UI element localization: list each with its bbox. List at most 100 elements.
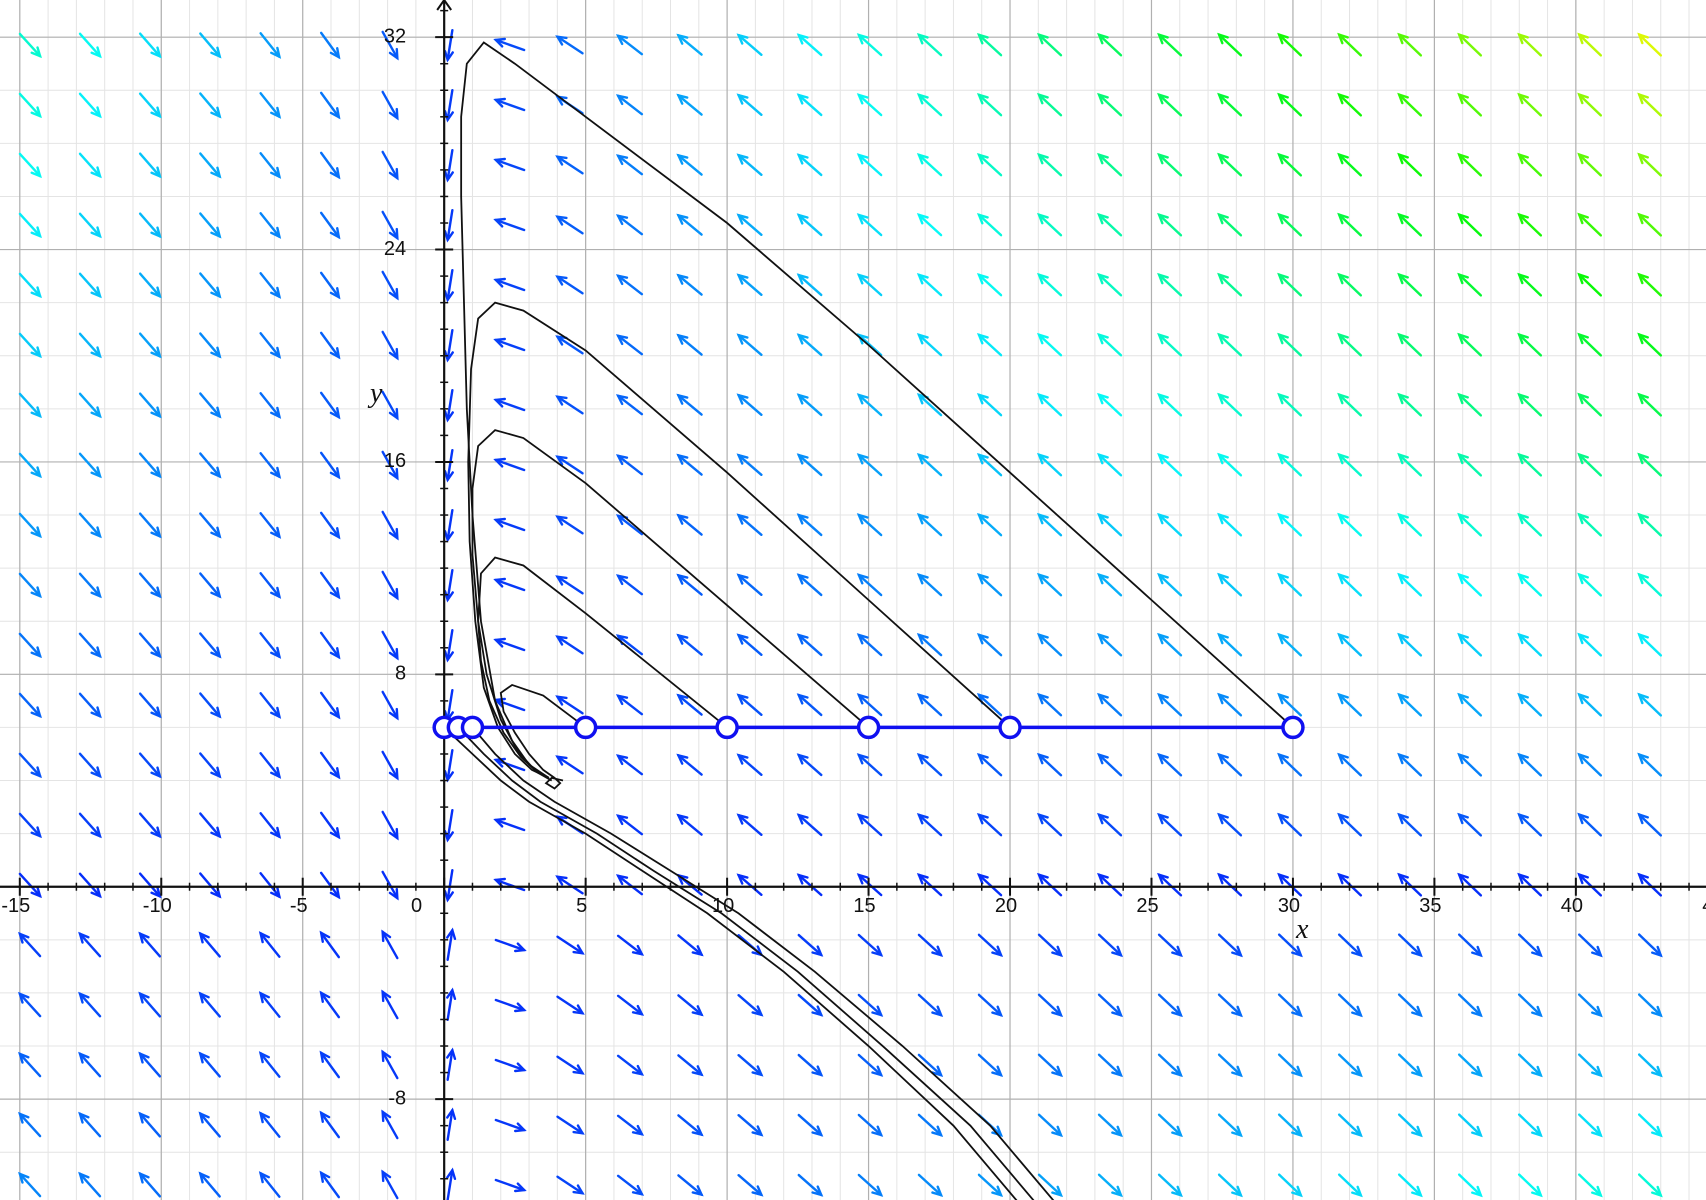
field-arrow	[556, 1175, 585, 1195]
arrow-shaft	[259, 392, 281, 418]
arrow-shaft	[977, 153, 1003, 177]
field-arrow	[1337, 512, 1363, 537]
field-arrow	[381, 90, 399, 121]
arrow-shaft	[1577, 453, 1603, 477]
field-arrow	[1037, 872, 1063, 897]
arrow-shaft	[446, 268, 454, 302]
arrow-head	[1577, 332, 1589, 345]
arrow-shaft	[1638, 813, 1662, 837]
field-arrow	[1637, 512, 1662, 537]
field-arrow	[1217, 572, 1243, 597]
field-arrow	[199, 692, 222, 719]
field-arrow	[1457, 933, 1483, 958]
field-arrow	[18, 512, 42, 539]
arrow-head	[555, 155, 568, 166]
x-tick-label: 5	[576, 895, 587, 917]
arrow-head	[1577, 92, 1589, 105]
field-arrow	[736, 93, 763, 116]
arrow-head	[976, 212, 989, 225]
field-arrow	[1097, 212, 1123, 237]
arrow-shaft	[259, 32, 281, 58]
arrow-shaft	[18, 272, 42, 298]
arrow-shaft	[199, 932, 221, 958]
arrow-shaft	[616, 454, 644, 476]
arrow-head	[150, 226, 162, 239]
arrow-head	[210, 46, 222, 59]
arrow-head	[871, 1065, 884, 1077]
arrow-head	[493, 157, 507, 168]
arrow-head	[329, 107, 341, 120]
arrow-head	[1591, 1005, 1603, 1018]
field-arrow	[737, 1174, 764, 1197]
arrow-shaft	[259, 1052, 281, 1078]
arrow-head	[796, 573, 809, 585]
arrow-head	[1637, 332, 1649, 345]
arrow-head	[1517, 452, 1529, 465]
arrow-head	[1157, 872, 1169, 885]
arrow-shaft	[381, 990, 399, 1020]
arrow-head	[1337, 872, 1349, 885]
arrow-shaft	[259, 572, 281, 598]
field-arrow	[556, 1055, 585, 1075]
arrow-head	[796, 213, 809, 225]
field-arrow	[796, 213, 823, 237]
arrow-head	[736, 633, 749, 645]
arrow-head	[30, 166, 42, 179]
field-arrow	[976, 272, 1003, 297]
arrow-shaft	[1277, 93, 1303, 117]
field-arrow	[1277, 1173, 1303, 1198]
field-arrow	[1397, 1173, 1423, 1198]
arrow-head	[1157, 32, 1169, 45]
field-arrow	[381, 210, 399, 241]
arrow-shaft	[381, 690, 399, 720]
field-arrow	[1217, 452, 1243, 477]
field-arrow	[916, 93, 943, 117]
arrow-shaft	[1577, 813, 1603, 837]
arrow-head	[1457, 152, 1469, 165]
arrow-head	[1217, 812, 1229, 825]
arrow-head	[1277, 812, 1289, 825]
field-arrow	[493, 37, 526, 52]
field-arrow	[138, 272, 162, 299]
arrow-shaft	[737, 1054, 763, 1076]
arrow-shaft	[1337, 633, 1363, 657]
arrow-head	[931, 1125, 944, 1137]
arrow-head	[150, 286, 162, 299]
field-arrow	[1157, 32, 1183, 57]
arrow-shaft	[494, 1058, 526, 1072]
arrow-head	[210, 166, 222, 179]
field-arrow	[976, 872, 1003, 897]
arrow-head	[1171, 1125, 1183, 1138]
arrow-shaft	[381, 630, 399, 660]
field-arrow	[198, 1051, 221, 1078]
arrow-shaft	[677, 574, 703, 596]
field-arrow	[615, 814, 644, 836]
arrow-head	[856, 93, 869, 105]
arrow-shaft	[1397, 213, 1423, 237]
arrow-shaft	[1517, 213, 1543, 237]
arrow-head	[615, 574, 629, 586]
field-arrow	[443, 868, 454, 903]
arrow-head	[90, 286, 102, 299]
arrow-shaft	[1577, 1053, 1603, 1077]
arrow-head	[1157, 272, 1169, 285]
field-arrow	[1397, 1053, 1423, 1078]
field-arrow	[381, 450, 399, 481]
arrow-head	[691, 1065, 704, 1077]
arrow-head	[1517, 812, 1529, 825]
arrow-shaft	[1397, 933, 1423, 957]
field-arrow	[78, 272, 102, 299]
arrow-shaft	[1277, 213, 1303, 237]
arrow-shaft	[138, 692, 162, 718]
arrow-head	[615, 394, 629, 406]
arrow-head	[1457, 92, 1469, 105]
arrow-shaft	[199, 572, 221, 598]
arrow-shaft	[18, 992, 42, 1018]
arrow-head	[1397, 272, 1409, 285]
arrow-shaft	[1577, 933, 1603, 957]
arrow-head	[18, 931, 30, 944]
arrow-head	[1157, 632, 1169, 645]
arrow-shaft	[1157, 393, 1183, 417]
arrow-shaft	[1277, 813, 1303, 837]
arrow-shaft	[381, 810, 399, 840]
